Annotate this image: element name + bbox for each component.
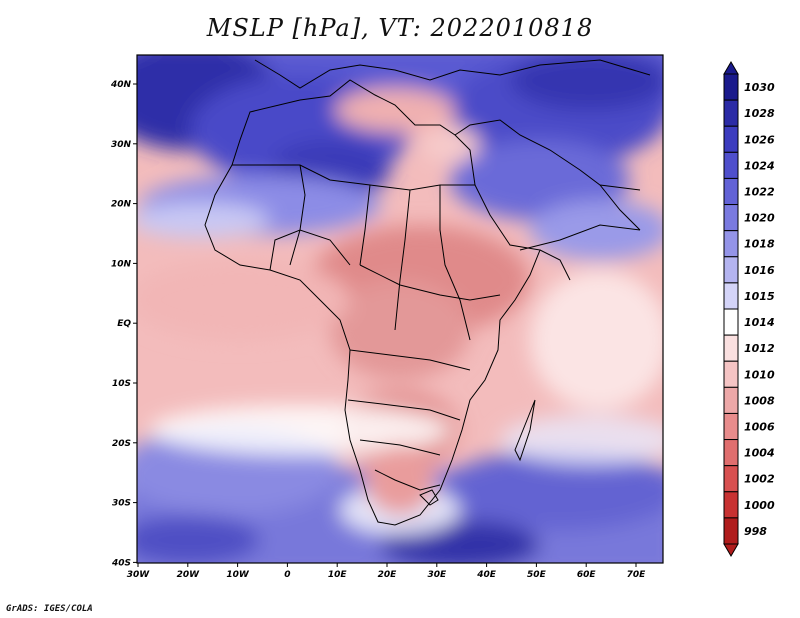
lat-tick-label: 20S (112, 439, 131, 449)
coastlines (204, 59, 651, 526)
colorbar-label: 1014 (744, 316, 775, 329)
map-title: MSLP [hPa], VT: 2022010818 (206, 14, 594, 42)
colorbar-label: 1006 (744, 421, 775, 434)
colorbar-segment (723, 308, 739, 336)
latitude-axis: 40N 30N 20N 10N EQ 10S 20S 30S 40S (110, 80, 137, 568)
colorbar-label: 1020 (744, 212, 775, 225)
lat-tick-label: EQ (117, 319, 131, 329)
lon-tick-label: 10E (328, 570, 348, 580)
colorbar-segment (723, 204, 739, 232)
colorbar-segment (723, 282, 739, 310)
lat-tick-label: 40S (111, 558, 131, 568)
lon-tick-label: 30W (127, 570, 151, 580)
lon-tick-label: 40E (476, 570, 497, 580)
pressure-field (137, 55, 663, 563)
lat-tick-label: 20N (111, 200, 132, 210)
colorbar-label: 1002 (744, 473, 775, 486)
colorbar-label: 1008 (744, 394, 775, 407)
colorbar-label: 1022 (744, 186, 775, 199)
lon-tick-label: 20W (177, 570, 201, 580)
colorbar-segment (723, 151, 739, 179)
colorbar-segment (723, 125, 739, 153)
lon-tick-label: 20E (378, 570, 398, 580)
colorbar-top-arrow (723, 61, 739, 75)
colorbar-label: 998 (744, 525, 767, 538)
colorbar-label: 1012 (744, 342, 775, 355)
colorbar-label: 1004 (744, 447, 775, 460)
colorbar-segment (723, 360, 739, 388)
colorbar: 1030 1028 1026 1024 1022 1020 1018 1016 1015 1014… (723, 61, 775, 557)
lat-tick-label: 40N (110, 80, 132, 90)
colorbar-label: 1018 (744, 238, 775, 251)
colorbar-segment (723, 256, 739, 284)
lon-tick-label: 60E (577, 570, 597, 580)
map-frame (136, 54, 664, 564)
footer-credit: GrADS: IGES/COLA (6, 604, 93, 614)
colorbar-label: 1026 (744, 133, 775, 146)
lon-tick-label: 70E (627, 570, 647, 580)
colorbar-segment (723, 439, 739, 467)
colorbar-label: 1028 (744, 107, 775, 120)
colorbar-segment (723, 465, 739, 493)
colorbar-segment (723, 517, 739, 545)
lat-tick-label: 30N (111, 140, 132, 150)
colorbar-segment (723, 412, 739, 441)
colorbar-label: 1024 (744, 159, 775, 172)
colorbar-label: 1010 (744, 368, 775, 381)
lat-tick-label: 10S (112, 379, 131, 389)
colorbar-label: 1000 (744, 499, 775, 512)
colorbar-segment (723, 230, 739, 258)
lat-tick-label: 10N (111, 259, 132, 269)
colorbar-segment (723, 334, 739, 362)
colorbar-segment (723, 99, 739, 127)
colorbar-segment (723, 491, 739, 519)
longitude-axis: 30W 20W 10W 0 10E 20E 30E 40E 50E 60E 70E (127, 563, 646, 580)
lon-tick-label: 30E (427, 570, 447, 580)
lon-tick-label: 10W (226, 570, 250, 580)
colorbar-bottom-arrow (723, 543, 739, 557)
lon-tick-label: 50E (527, 570, 547, 580)
colorbar-label: 1030 (744, 81, 775, 94)
colorbar-label: 1015 (744, 290, 775, 303)
colorbar-label: 1016 (744, 264, 775, 277)
colorbar-segment (723, 386, 739, 414)
lat-tick-label: 30S (112, 499, 131, 509)
colorbar-segment (723, 177, 739, 206)
colorbar-segment (723, 73, 739, 101)
lon-tick-label: 0 (284, 570, 290, 580)
